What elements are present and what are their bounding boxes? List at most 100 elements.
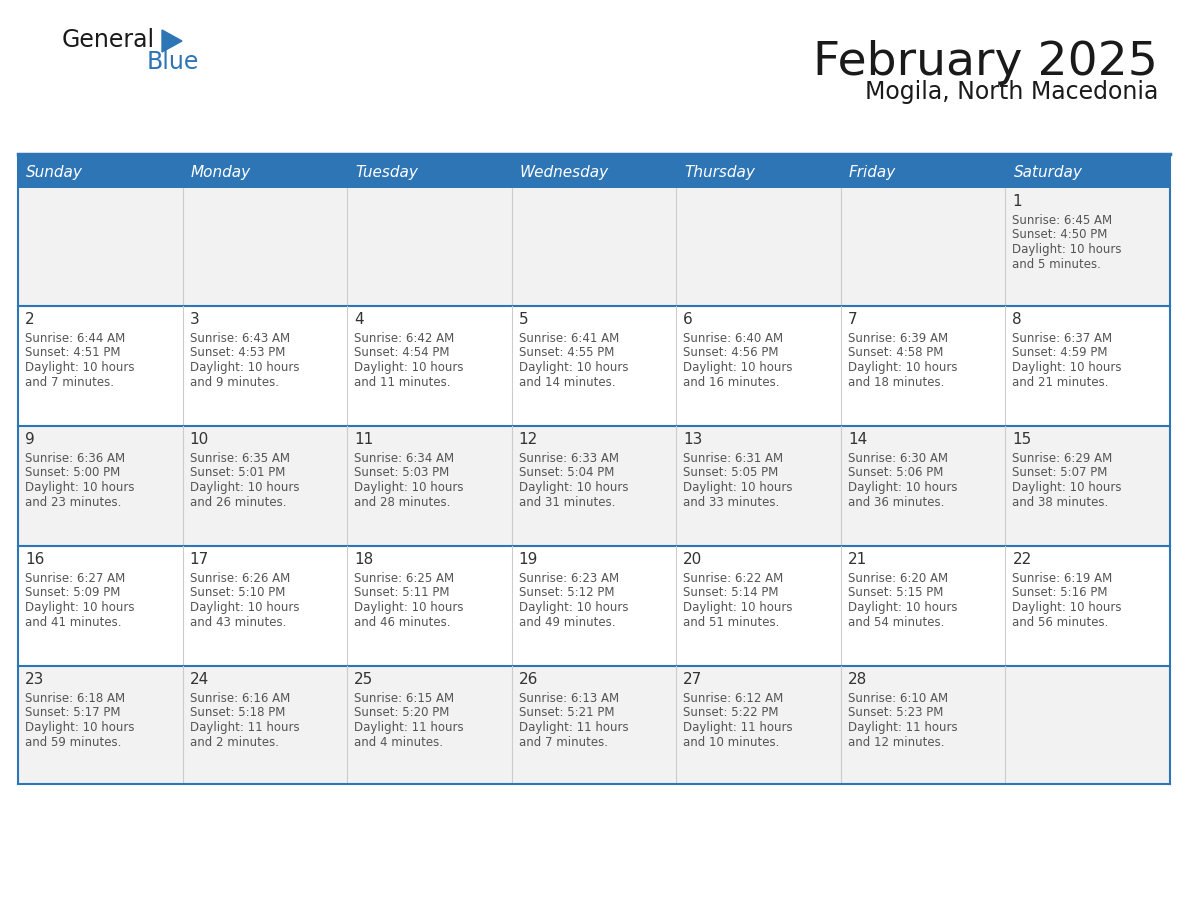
Text: Daylight: 10 hours: Daylight: 10 hours [683,601,792,614]
Text: Tuesday: Tuesday [355,164,418,180]
Text: Sunset: 5:20 PM: Sunset: 5:20 PM [354,707,449,720]
Text: Daylight: 10 hours: Daylight: 10 hours [1012,482,1121,495]
Text: and 33 minutes.: and 33 minutes. [683,497,779,509]
Text: 7: 7 [848,311,858,327]
Text: Sunrise: 6:15 AM: Sunrise: 6:15 AM [354,691,454,704]
Text: 20: 20 [683,552,702,566]
Text: Sunrise: 6:16 AM: Sunrise: 6:16 AM [190,691,290,704]
Text: and 9 minutes.: and 9 minutes. [190,376,278,389]
Text: Daylight: 10 hours: Daylight: 10 hours [190,601,299,614]
Text: 11: 11 [354,431,373,446]
Text: 24: 24 [190,671,209,687]
Text: Daylight: 10 hours: Daylight: 10 hours [683,362,792,375]
Text: Daylight: 11 hours: Daylight: 11 hours [354,722,463,734]
Text: 14: 14 [848,431,867,446]
Text: Sunset: 5:09 PM: Sunset: 5:09 PM [25,587,120,599]
Text: Mogila, North Macedonia: Mogila, North Macedonia [865,80,1158,104]
Text: and 49 minutes.: and 49 minutes. [519,617,615,630]
Text: Daylight: 10 hours: Daylight: 10 hours [519,362,628,375]
Text: and 26 minutes.: and 26 minutes. [190,497,286,509]
Text: Sunrise: 6:41 AM: Sunrise: 6:41 AM [519,331,619,344]
Text: and 54 minutes.: and 54 minutes. [848,617,944,630]
Text: and 56 minutes.: and 56 minutes. [1012,617,1108,630]
Text: Sunset: 5:18 PM: Sunset: 5:18 PM [190,707,285,720]
Text: Daylight: 11 hours: Daylight: 11 hours [683,722,792,734]
Text: Sunset: 5:00 PM: Sunset: 5:00 PM [25,466,120,479]
Text: Sunset: 5:04 PM: Sunset: 5:04 PM [519,466,614,479]
Text: Daylight: 10 hours: Daylight: 10 hours [190,482,299,495]
Text: 21: 21 [848,552,867,566]
Text: and 2 minutes.: and 2 minutes. [190,736,278,749]
Text: Daylight: 10 hours: Daylight: 10 hours [25,482,134,495]
Text: 19: 19 [519,552,538,566]
Text: and 16 minutes.: and 16 minutes. [683,376,779,389]
Text: Sunrise: 6:18 AM: Sunrise: 6:18 AM [25,691,125,704]
Text: 28: 28 [848,671,867,687]
Text: Sunset: 5:06 PM: Sunset: 5:06 PM [848,466,943,479]
Text: Sunset: 5:21 PM: Sunset: 5:21 PM [519,707,614,720]
Text: 6: 6 [683,311,693,327]
Text: and 46 minutes.: and 46 minutes. [354,617,450,630]
Text: 13: 13 [683,431,702,446]
Text: Sunset: 4:55 PM: Sunset: 4:55 PM [519,346,614,360]
Text: 17: 17 [190,552,209,566]
Text: Sunrise: 6:31 AM: Sunrise: 6:31 AM [683,452,783,465]
Text: Sunrise: 6:23 AM: Sunrise: 6:23 AM [519,572,619,585]
Text: Sunrise: 6:35 AM: Sunrise: 6:35 AM [190,452,290,465]
Text: Sunset: 5:11 PM: Sunset: 5:11 PM [354,587,449,599]
Text: Daylight: 10 hours: Daylight: 10 hours [848,482,958,495]
Text: Sunset: 5:01 PM: Sunset: 5:01 PM [190,466,285,479]
Text: Sunset: 5:10 PM: Sunset: 5:10 PM [190,587,285,599]
Text: Sunset: 4:56 PM: Sunset: 4:56 PM [683,346,779,360]
Text: Sunrise: 6:45 AM: Sunrise: 6:45 AM [1012,214,1112,227]
Text: Daylight: 10 hours: Daylight: 10 hours [683,482,792,495]
FancyBboxPatch shape [18,188,1170,306]
Text: Daylight: 10 hours: Daylight: 10 hours [519,482,628,495]
Text: Sunset: 4:59 PM: Sunset: 4:59 PM [1012,346,1108,360]
Text: 15: 15 [1012,431,1031,446]
Text: Friday: Friday [849,164,896,180]
Text: and 7 minutes.: and 7 minutes. [519,736,608,749]
Text: Sunset: 4:58 PM: Sunset: 4:58 PM [848,346,943,360]
Text: 10: 10 [190,431,209,446]
Text: Daylight: 10 hours: Daylight: 10 hours [1012,362,1121,375]
Text: and 14 minutes.: and 14 minutes. [519,376,615,389]
Text: Daylight: 10 hours: Daylight: 10 hours [190,362,299,375]
Text: Sunrise: 6:39 AM: Sunrise: 6:39 AM [848,331,948,344]
Text: Saturday: Saturday [1013,164,1082,180]
Text: Daylight: 11 hours: Daylight: 11 hours [848,722,958,734]
Text: Thursday: Thursday [684,164,756,180]
Text: and 21 minutes.: and 21 minutes. [1012,376,1108,389]
Text: Daylight: 11 hours: Daylight: 11 hours [519,722,628,734]
Text: Sunset: 4:51 PM: Sunset: 4:51 PM [25,346,120,360]
Text: Daylight: 10 hours: Daylight: 10 hours [354,601,463,614]
FancyBboxPatch shape [18,546,1170,666]
Text: Wednesday: Wednesday [519,164,608,180]
Text: Sunset: 5:12 PM: Sunset: 5:12 PM [519,587,614,599]
Text: Sunrise: 6:34 AM: Sunrise: 6:34 AM [354,452,454,465]
Text: and 11 minutes.: and 11 minutes. [354,376,450,389]
FancyBboxPatch shape [18,156,1170,188]
Text: Sunrise: 6:27 AM: Sunrise: 6:27 AM [25,572,125,585]
Text: 16: 16 [25,552,44,566]
Text: and 5 minutes.: and 5 minutes. [1012,259,1101,272]
Text: and 36 minutes.: and 36 minutes. [848,497,944,509]
Text: Daylight: 10 hours: Daylight: 10 hours [848,362,958,375]
Text: Sunrise: 6:36 AM: Sunrise: 6:36 AM [25,452,125,465]
Text: and 28 minutes.: and 28 minutes. [354,497,450,509]
Text: Monday: Monday [190,164,251,180]
Text: Sunrise: 6:10 AM: Sunrise: 6:10 AM [848,691,948,704]
Text: and 10 minutes.: and 10 minutes. [683,736,779,749]
Text: Daylight: 10 hours: Daylight: 10 hours [354,482,463,495]
Text: Sunrise: 6:19 AM: Sunrise: 6:19 AM [1012,572,1113,585]
Text: Daylight: 10 hours: Daylight: 10 hours [848,601,958,614]
Text: Sunrise: 6:29 AM: Sunrise: 6:29 AM [1012,452,1113,465]
Text: 26: 26 [519,671,538,687]
Text: Sunrise: 6:26 AM: Sunrise: 6:26 AM [190,572,290,585]
FancyBboxPatch shape [18,306,1170,426]
Polygon shape [162,30,182,52]
Text: and 59 minutes.: and 59 minutes. [25,736,121,749]
Text: and 4 minutes.: and 4 minutes. [354,736,443,749]
Text: and 7 minutes.: and 7 minutes. [25,376,114,389]
Text: Sunset: 4:53 PM: Sunset: 4:53 PM [190,346,285,360]
